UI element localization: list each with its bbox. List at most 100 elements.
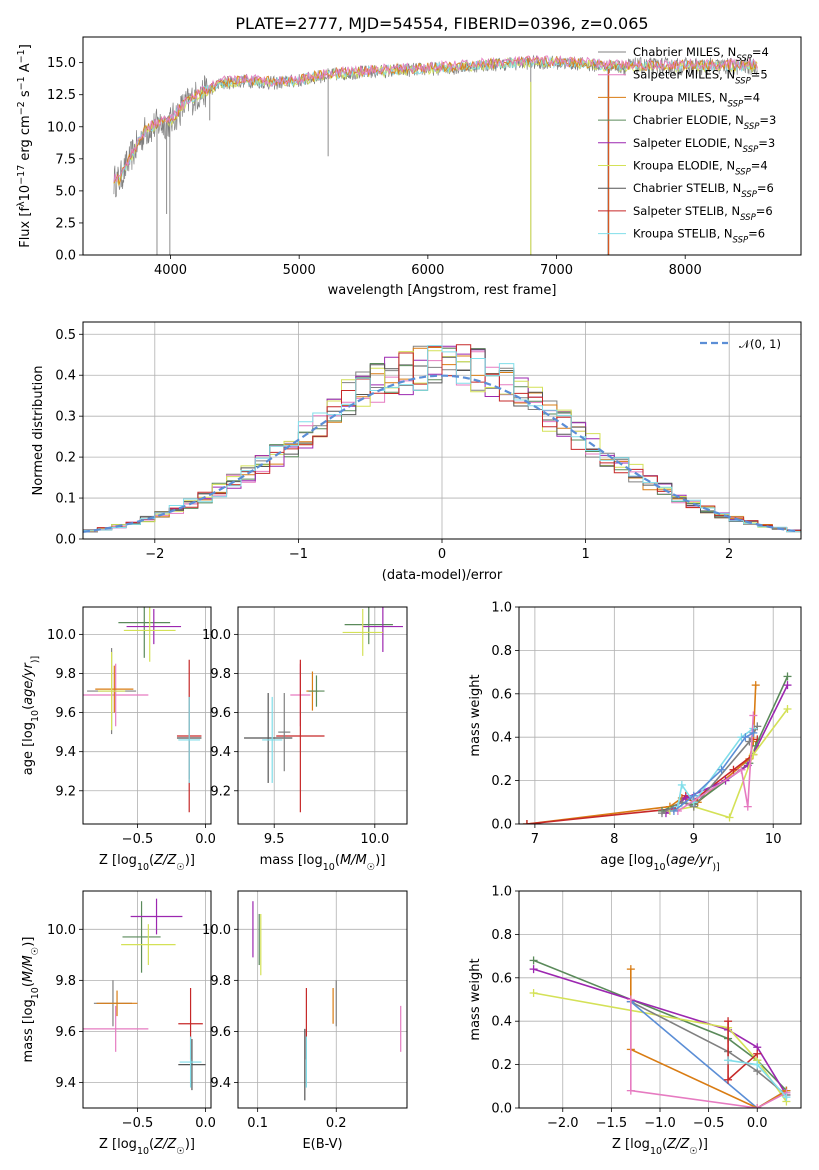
error-bar-point [122,901,161,973]
weight-marker [626,1086,635,1095]
weight-marker [724,1075,733,1084]
x-tick-label: −0.5 [693,1116,725,1131]
error-bar-point [342,608,383,656]
y-tick-label: 9.6 [210,1025,231,1040]
weight-lines [529,956,791,1108]
residuals-panel: −2 −1 0 1 2 0.0 0.1 0.2 0.3 0.4 0.5 𝒩(0, 1) (data-mo… [31,321,802,583]
y-tick-label: 1.0 [491,601,512,616]
y-axis-label: Normed distribution [31,366,46,496]
weight-marker [753,1060,762,1069]
y-tick-label: 10.0 [47,923,76,938]
legend-entry: Salpeter STELIB, NSSP=6 [633,204,773,223]
axes-frame [237,606,408,825]
axes-frame [82,606,212,825]
y-tick-label: 0.3 [55,410,76,425]
y-axis-label: mass weight [468,674,483,756]
weight-series-line [630,1000,787,1096]
error-bar-point [362,607,403,652]
y-tick-label: 0.0 [491,818,512,833]
y-tick-label: 0.1 [55,492,76,507]
weight-series-line [665,684,789,814]
error-bar-point [95,665,134,713]
model-spectrum [113,54,758,183]
axes-frame [237,890,408,1109]
x-tick-label: −2.0 [547,1116,579,1131]
y-axis-label: Flux [fλ10−17 erg cm−2 s−1 A−1] [16,44,34,248]
x-tick-label: 9.5 [264,832,285,847]
y-axis-label: age [log10(age/yr)] [21,656,41,775]
y-tick-label: 10.0 [202,923,231,938]
x-tick-label: 7 [531,832,539,847]
axes-frame [82,890,212,1109]
weight-series-line [526,685,757,824]
error-bar-point [276,659,325,813]
model-spectrum [113,55,758,187]
error-bar-point [97,651,126,731]
legend-entry: Kroupa ELODIE, NSSP=4 [633,159,768,178]
error-bar-point [278,693,291,772]
error-bar-point [344,607,393,645]
x-tick-label: 8 [610,832,618,847]
y-tick-label: 9.8 [55,667,76,682]
y-tick-label: 0.6 [491,687,512,702]
axes-frame [518,890,802,1109]
y-tick-label: 9.4 [55,745,76,760]
x-axis-label: mass [log10(M/M☉)] [260,853,386,873]
x-axis-label: age [log10(age/yr)] [600,853,719,873]
weight-marker [783,704,792,713]
legend-entry: Chabrier ELODIE, NSSP=3 [633,113,776,132]
legend-entry: Chabrier MILES, NSSP=4 [633,45,769,64]
x-tick-label: −0.5 [122,832,154,847]
weight-marker [529,965,538,974]
x-tick-label: 9 [690,832,698,847]
mass-vs-ebv-panel: 0.1 0.2 9.4 9.6 9.8 10.0 E(B-V) [202,890,408,1152]
y-tick-label: 1.0 [491,885,512,900]
y-tick-label: 5.0 [55,184,76,199]
weight-series-line [677,715,755,812]
weight-marker [626,965,635,974]
x-axis-label: Z [log10(Z/Z☉)] [99,853,195,873]
weight-marker [737,765,746,774]
error-bars [252,901,402,1101]
y-tick-label: 9.2 [55,784,76,799]
error-bar-point [121,924,176,966]
axes-frame [518,606,802,825]
weight-marker [657,809,666,818]
y-tick-label: 9.2 [210,784,231,799]
y-tick-label: 0.0 [55,249,76,264]
weight-marker [529,988,538,997]
x-tick-label: 4000 [154,263,187,278]
x-axis-label: Z [log10(Z/Z☉)] [612,1137,708,1157]
weight-series-line [727,1021,758,1082]
y-tick-label: 9.4 [55,1076,76,1091]
x-tick-label: 10.0 [360,832,389,847]
weight-marker [529,956,538,965]
x-tick-label: 7000 [540,263,573,278]
y-tick-label: 0.6 [491,971,512,986]
error-bar-point [126,608,182,645]
weight-vs-age-panel: 7 8 9 10 0.0 0.2 0.4 0.6 0.8 1.0 age [log10(age/yr… [468,601,802,873]
age-vs-z-panel: −0.5 0.0 9.2 9.4 9.6 9.8 10.0 Z [log10(Z/Z☉)] ag… [21,606,216,873]
x-tick-label: 2 [725,547,733,562]
y-tick-label: 0.8 [491,644,512,659]
weight-marker [753,1104,762,1108]
x-tick-label: −2 [145,547,164,562]
x-tick-label: 0.1 [247,1116,268,1131]
weight-marker [522,820,531,824]
error-bar-point [308,675,325,707]
y-tick-label: 0.4 [491,1015,512,1030]
weight-marker [729,765,738,774]
error-bars [83,898,206,1091]
spectrum-legend: Chabrier MILES, NSSP=4 Salpeter MILES, NS… [598,45,776,246]
legend-entry: Chabrier STELIB, NSSP=6 [633,181,774,200]
residual-histograms [83,344,801,533]
y-tick-label: 12.5 [47,88,76,103]
legend-entry: 𝒩(0, 1) [739,337,781,351]
x-tick-label: −1.0 [644,1116,676,1131]
y-tick-label: 10.0 [202,628,231,643]
y-tick-label: 0.2 [491,1058,512,1073]
weight-marker [783,681,792,690]
y-tick-label: 0.8 [491,928,512,943]
residual-histogram [83,345,801,533]
